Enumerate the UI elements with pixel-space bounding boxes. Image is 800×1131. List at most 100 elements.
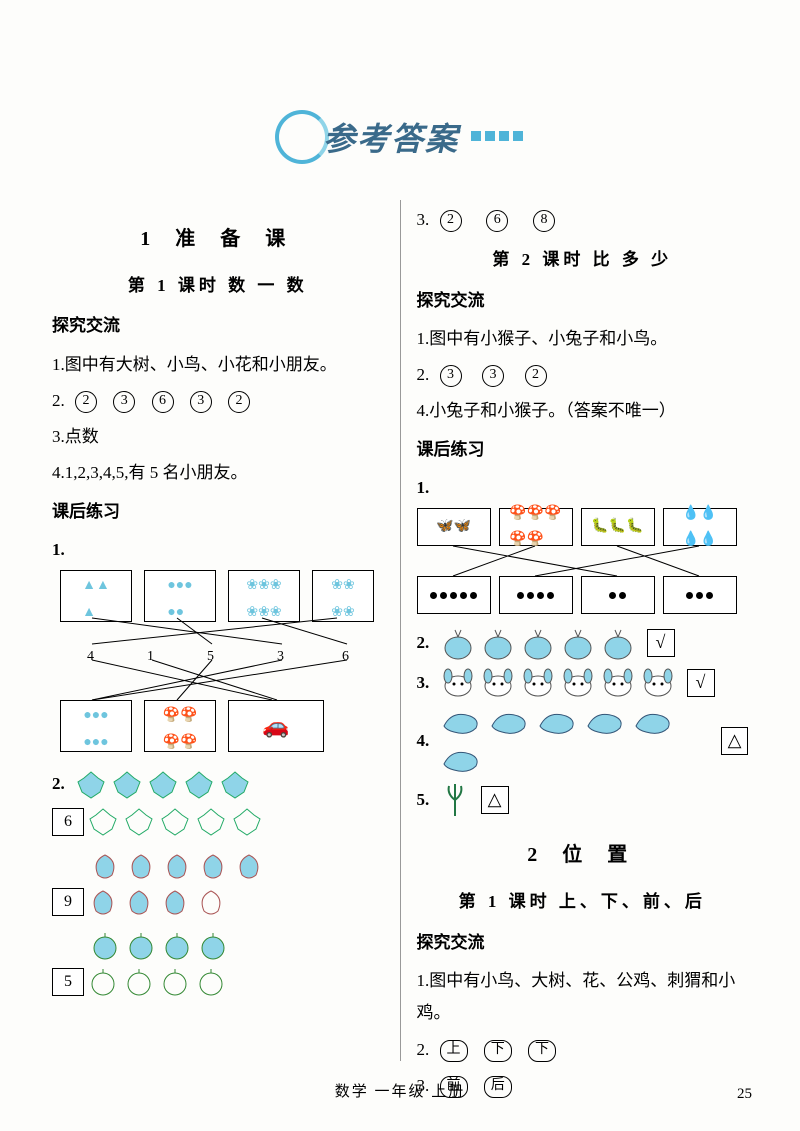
left-column: 1 准 备 课 第 1 课时 数 一 数 探究交流 1.图中有大树、小鸟、小花和… <box>40 200 396 1061</box>
answer-mark: √ <box>687 669 715 697</box>
dolphin-icon <box>632 706 674 738</box>
answer-line: 3.点数 <box>52 421 384 453</box>
circled-number: 2 <box>228 391 250 413</box>
matching-diagram: ▲▲▲ ●●●●● ❀❀❀❀❀❀ ❀❀❀❀ 4 1 5 3 6 ●●●●●● 🍄… <box>52 570 384 760</box>
section-heading: 课后练习 <box>417 434 749 466</box>
question-number: 5. <box>417 784 437 816</box>
dolphin-icon <box>488 706 530 738</box>
dog-icon <box>481 666 515 700</box>
apple-row <box>88 967 226 997</box>
circled-number: 2 <box>440 210 462 232</box>
answer-line: 2. 3 3 2 <box>417 359 749 391</box>
circled-number: 3 <box>482 365 504 387</box>
apple-icon <box>160 967 190 997</box>
answer-line: 4.1,2,3,4,5,有 5 名小朋友。 <box>52 457 384 489</box>
circled-number: 3 <box>440 365 462 387</box>
page-number: 25 <box>737 1086 752 1103</box>
answer-line: 1.图中有小猴子、小兔子和小鸟。 <box>417 323 749 355</box>
apple-icon <box>198 931 228 961</box>
answer-mark: √ <box>647 629 675 657</box>
question-number: 2. <box>52 391 65 410</box>
circled-number: 6 <box>486 210 508 232</box>
circled-word: 上 <box>440 1040 468 1062</box>
leaf-icon <box>220 770 250 800</box>
answer-line: 3. 2 6 8 <box>417 204 749 236</box>
apple-icon <box>196 967 226 997</box>
count-box: 5 <box>52 968 84 996</box>
question-number: 2. <box>417 627 437 659</box>
peach-icon <box>198 851 228 881</box>
answer-line: 1.图中有大树、小鸟、小花和小朋友。 <box>52 349 384 381</box>
match-lines-icon <box>52 570 382 760</box>
count-row: 6 <box>52 807 384 837</box>
leaf-icon <box>196 807 226 837</box>
count-row: 2. √ <box>417 626 749 660</box>
section-heading: 探究交流 <box>417 285 749 317</box>
answer-line: 4.小兔子和小猴子。（答案不唯一） <box>417 395 749 427</box>
apple-icon <box>126 931 156 961</box>
peach-icon <box>162 851 192 881</box>
question-number: 3. <box>417 667 437 699</box>
count-row: 2. <box>52 768 384 800</box>
page-title: 参考答案 <box>0 110 800 164</box>
answer-line: 2. 上 下 下 <box>417 1034 749 1066</box>
question-number: 1. <box>417 472 749 504</box>
circled-word: 下 <box>484 1040 512 1062</box>
answer-mark: △ <box>481 786 509 814</box>
dolphin-icon <box>536 706 578 738</box>
circled-number: 2 <box>525 365 547 387</box>
onion-icon <box>441 626 475 660</box>
right-column: 3. 2 6 8 第 2 课时 比 多 少 探究交流 1.图中有小猴子、小兔子和… <box>405 200 761 1061</box>
answer-line: 2. 2 3 6 3 2 <box>52 385 384 417</box>
onion-icon <box>601 626 635 660</box>
circled-number: 3 <box>190 391 212 413</box>
title-dots-icon <box>469 128 525 146</box>
count-row <box>52 851 384 881</box>
apple-icon <box>90 931 120 961</box>
question-number: 1. <box>52 534 384 566</box>
question-number: 3. <box>417 210 430 229</box>
question-number: 2. <box>52 768 72 800</box>
leaf-icon <box>160 807 190 837</box>
peach-icon <box>160 887 190 917</box>
leaf-icon <box>232 807 262 837</box>
lesson-heading: 第 2 课时 比 多 少 <box>417 244 749 276</box>
count-box: 9 <box>52 888 84 916</box>
lesson-heading: 第 1 课时 上、下、前、后 <box>417 886 749 918</box>
peach-row <box>90 851 264 881</box>
section-heading: 探究交流 <box>52 310 384 342</box>
peach-icon <box>126 851 156 881</box>
apple-icon <box>162 931 192 961</box>
section-heading: 探究交流 <box>417 927 749 959</box>
onion-icon <box>481 626 515 660</box>
dog-icon <box>521 666 555 700</box>
peach-row <box>88 887 226 917</box>
dog-icon <box>561 666 595 700</box>
peach-icon <box>90 851 120 881</box>
chapter-heading: 1 准 备 课 <box>52 220 384 258</box>
dolphin-icon <box>440 706 482 738</box>
count-row: 9 <box>52 887 384 917</box>
count-row: 5. △ <box>417 782 749 818</box>
dog-icon <box>601 666 635 700</box>
peach-icon <box>88 887 118 917</box>
section-heading: 课后练习 <box>52 496 384 528</box>
page-footer: 数学 一年级 上册 <box>0 1080 800 1101</box>
title-circle-icon <box>275 110 329 164</box>
apple-row <box>90 931 228 961</box>
circled-number: 3 <box>113 391 135 413</box>
count-row <box>52 931 384 961</box>
dolphin-icon <box>440 744 482 776</box>
leaf-icon <box>88 807 118 837</box>
onion-row <box>441 626 635 660</box>
leaf-row <box>88 807 262 837</box>
leaf-icon <box>76 770 106 800</box>
count-box: 6 <box>52 808 84 836</box>
apple-icon <box>124 967 154 997</box>
leaf-icon <box>124 807 154 837</box>
question-number: 2. <box>417 365 430 384</box>
lesson-heading: 第 1 课时 数 一 数 <box>52 270 384 302</box>
dog-row <box>441 666 675 700</box>
question-number: 2. <box>417 1040 430 1059</box>
peach-icon <box>196 887 226 917</box>
